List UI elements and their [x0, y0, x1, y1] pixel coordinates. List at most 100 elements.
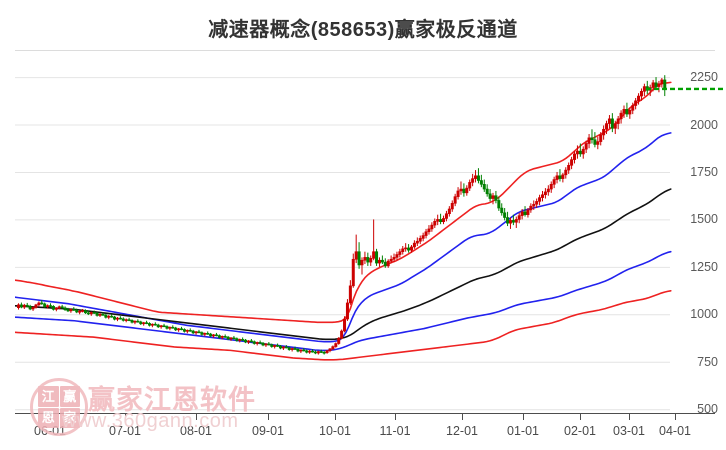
candle-body: [625, 109, 629, 115]
candle-body: [46, 305, 50, 308]
x-tick-label: 09-01: [252, 424, 284, 438]
candle-body: [156, 324, 160, 328]
candle-body: [462, 188, 466, 194]
candle-body: [415, 240, 419, 244]
candle-body: [613, 123, 617, 129]
candle-body: [147, 323, 151, 326]
candle-body: [657, 83, 661, 87]
candle-body: [139, 321, 143, 325]
candle-body: [409, 246, 413, 251]
candlestick-plot: [15, 75, 726, 411]
candle-body: [488, 193, 492, 199]
candle-body: [92, 312, 96, 314]
x-tick: [675, 413, 676, 420]
candle-body: [599, 134, 603, 142]
candle-body: [153, 323, 157, 326]
candle-body: [549, 184, 553, 190]
y-tick-label: 1250: [690, 259, 718, 274]
candle-body: [573, 153, 577, 160]
candle-body: [377, 259, 381, 264]
candle-body: [366, 257, 370, 263]
candle-body: [43, 303, 47, 308]
x-tick-label: 07-01: [109, 424, 141, 438]
candle-body: [188, 329, 192, 332]
candle-body: [564, 169, 568, 176]
candle-body: [538, 197, 542, 202]
x-tick: [335, 413, 336, 420]
candle-body: [244, 339, 248, 343]
candle-body: [491, 195, 495, 199]
candle-body: [465, 187, 469, 194]
x-tick: [629, 413, 630, 420]
candle-body: [517, 215, 521, 220]
candle-body: [118, 317, 122, 320]
candle-body: [660, 79, 664, 85]
candle-body: [267, 343, 271, 346]
candle-body: [418, 238, 422, 242]
candle-body: [22, 304, 26, 308]
candle-body: [191, 330, 195, 334]
candle-body: [168, 326, 172, 329]
candle-body: [351, 258, 355, 287]
header-divider: [15, 50, 715, 51]
candle-body: [81, 310, 85, 312]
candle-body: [468, 182, 472, 189]
candle-body: [345, 302, 349, 320]
candle-body: [95, 312, 99, 316]
candle-body: [453, 196, 457, 204]
x-axis-line: [15, 413, 715, 414]
candle-body: [209, 333, 213, 337]
candle-body: [220, 336, 224, 338]
candle-body: [31, 307, 35, 310]
candle-body: [217, 335, 221, 338]
x-tick: [523, 413, 524, 420]
candle-body: [340, 330, 344, 339]
candle-body: [584, 143, 588, 150]
candle-body: [485, 188, 489, 195]
candle-body: [593, 139, 597, 145]
candle-body: [337, 337, 341, 344]
candle-body: [540, 194, 544, 198]
candle-body: [637, 95, 641, 102]
candle-body: [293, 348, 297, 350]
x-tick-label: 02-01: [564, 424, 596, 438]
candle-body: [383, 261, 387, 267]
candle-body: [479, 180, 483, 185]
candle-body: [450, 202, 454, 210]
candle-body: [75, 309, 79, 313]
x-tick: [196, 413, 197, 420]
candle-body: [37, 302, 41, 306]
candle-body: [587, 137, 591, 144]
candle-body: [398, 251, 402, 255]
plot-area: [15, 60, 726, 413]
candle-body: [104, 314, 108, 318]
candle-body: [372, 251, 376, 259]
candle-body: [474, 175, 478, 179]
candle-body: [107, 315, 111, 318]
candle-body: [145, 322, 149, 324]
candle-body: [360, 259, 364, 266]
candle-body: [174, 327, 178, 331]
candle-body: [654, 82, 658, 87]
candle-body: [98, 314, 102, 316]
candle-body: [535, 201, 539, 205]
candle-body: [235, 338, 239, 341]
candle-body: [290, 348, 294, 350]
candle-body: [325, 350, 329, 353]
candle-body: [194, 331, 198, 334]
candle-body: [113, 316, 117, 320]
candle-body: [229, 337, 233, 340]
candle-body: [412, 242, 416, 248]
y-tick-label: 1750: [690, 164, 718, 179]
candle-body: [311, 350, 315, 353]
candle-body: [444, 213, 448, 219]
candle-body: [261, 342, 265, 346]
candle-body: [296, 348, 300, 352]
candle-body: [313, 351, 317, 354]
candle-body: [471, 178, 475, 183]
candle-body: [616, 118, 620, 124]
candle-body: [197, 331, 201, 334]
y-tick-label: 1500: [690, 212, 718, 227]
candle-body: [427, 228, 431, 233]
